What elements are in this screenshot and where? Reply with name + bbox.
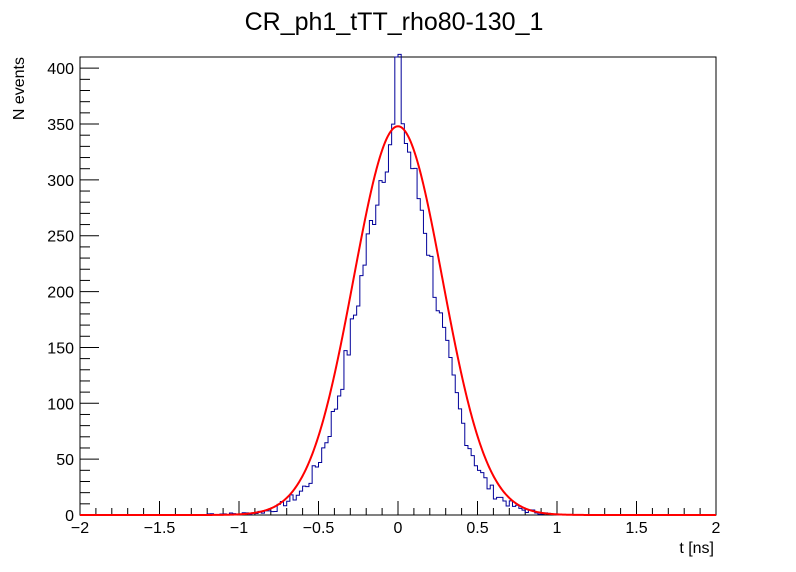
chart-title: CR_ph1_tTT_rho80-130_1 (245, 8, 544, 36)
x-tick-label: 0 (394, 520, 403, 537)
y-tick-label: 0 (65, 508, 74, 525)
y-tick-label: 50 (56, 452, 74, 469)
y-tick-label: 150 (47, 340, 74, 357)
x-tick-label: −1.5 (144, 520, 176, 537)
x-tick-label: 1 (553, 520, 562, 537)
x-tick-label: −0.5 (303, 520, 335, 537)
fit-curve (80, 125, 716, 516)
y-tick-label: 400 (47, 61, 74, 78)
x-axis-label: t [ns] (679, 540, 714, 557)
x-tick-label: −1 (230, 520, 248, 537)
y-tick-label: 100 (47, 396, 74, 413)
axis-ticks: −2 −1.5 −1 −0.5 0 0.5 1 1.5 2 0 50 100 150 200 250 300 3… (47, 56, 721, 537)
histogram-series (80, 53, 716, 516)
x-tick-label: 1.5 (625, 520, 647, 537)
x-tick-label: 0.5 (466, 520, 488, 537)
y-tick-label: 250 (47, 229, 74, 246)
y-tick-label: 350 (47, 117, 74, 134)
x-tick-label: 2 (712, 520, 721, 537)
y-axis-label: N events (11, 57, 28, 120)
histogram-bars (80, 53, 716, 516)
y-tick-label: 200 (47, 285, 74, 302)
y-tick-label: 300 (47, 173, 74, 190)
x-tick-label: −2 (71, 520, 89, 537)
gaussian-fit-line (80, 125, 716, 516)
